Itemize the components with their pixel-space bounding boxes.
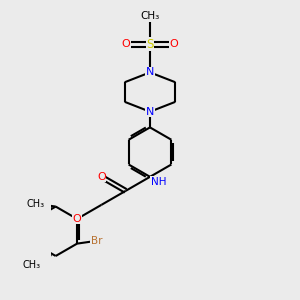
Text: O: O bbox=[122, 39, 130, 49]
Text: CH₃: CH₃ bbox=[140, 11, 160, 21]
Text: Br: Br bbox=[91, 236, 103, 246]
Text: NH: NH bbox=[151, 177, 166, 187]
Text: CH₃: CH₃ bbox=[22, 260, 40, 270]
Text: O: O bbox=[73, 214, 81, 224]
Text: CH₃: CH₃ bbox=[27, 199, 45, 209]
Text: O: O bbox=[97, 172, 106, 182]
Text: S: S bbox=[146, 38, 154, 51]
Text: N: N bbox=[146, 68, 154, 77]
Text: O: O bbox=[169, 39, 178, 49]
Text: N: N bbox=[146, 107, 154, 117]
